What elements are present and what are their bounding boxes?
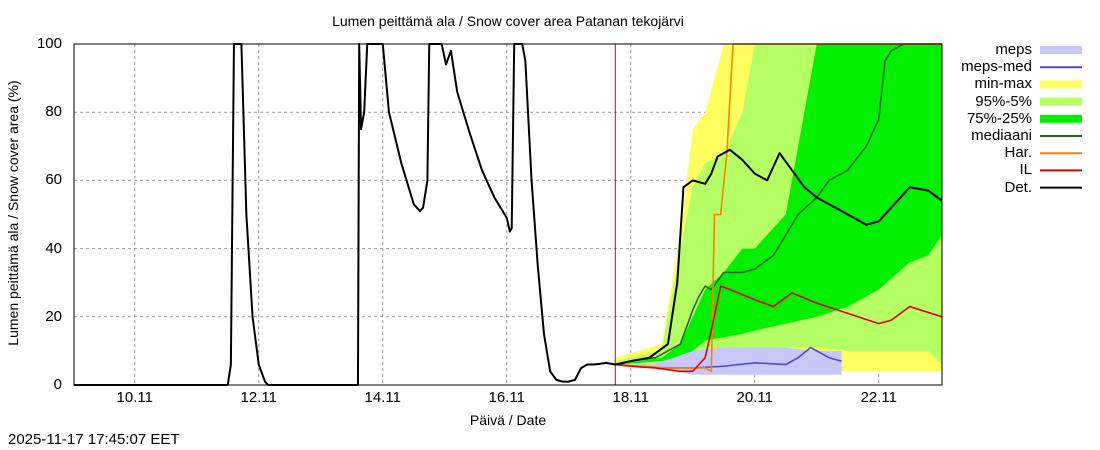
forecast-bands <box>615 44 942 375</box>
x-axis-label: Päivä / Date <box>469 412 547 428</box>
chart-title: Lumen peittämä ala / Snow cover area Pat… <box>332 13 684 29</box>
x-tick-label: 14.11 <box>364 389 401 406</box>
x-tick-label: 20.11 <box>736 389 773 406</box>
x-tick-label: 22.11 <box>860 389 897 406</box>
legend-entry: Har. <box>1004 144 1032 162</box>
legend-swatches <box>1040 46 1082 189</box>
x-tick-label: 16.11 <box>488 389 525 406</box>
legend-entry: meps-med <box>961 58 1032 76</box>
legend-entry: min-max <box>974 75 1032 93</box>
legend-entry: meps <box>995 41 1032 58</box>
legend-entry: 75%-25% <box>966 109 1032 127</box>
y-tick-label: 100 <box>36 35 62 52</box>
y-axis-label: Lumen peittämä ala / Snow cover area (%) <box>5 80 21 346</box>
y-tick-label: 80 <box>45 103 62 121</box>
x-tick-label: 12.11 <box>240 389 277 406</box>
x-tick-label: 18.11 <box>612 389 649 406</box>
legend-entry: IL <box>1019 161 1032 179</box>
y-tick-label: 20 <box>45 307 62 325</box>
y-tick-label: 0 <box>53 376 62 393</box>
grid-lines <box>74 44 942 385</box>
y-tick-label: 60 <box>45 171 62 189</box>
timestamp: 2025-11-17 17:45:07 EET <box>8 431 180 448</box>
y-tick-label: 40 <box>45 239 62 257</box>
x-tick-label: 10.11 <box>116 389 153 406</box>
legend-entry: mediaani <box>971 127 1032 144</box>
legend-entry: Det. <box>1004 178 1032 196</box>
series-lines <box>74 43 943 386</box>
plot-frame <box>73 43 943 386</box>
legend-entry: 95%-5% <box>975 92 1032 110</box>
